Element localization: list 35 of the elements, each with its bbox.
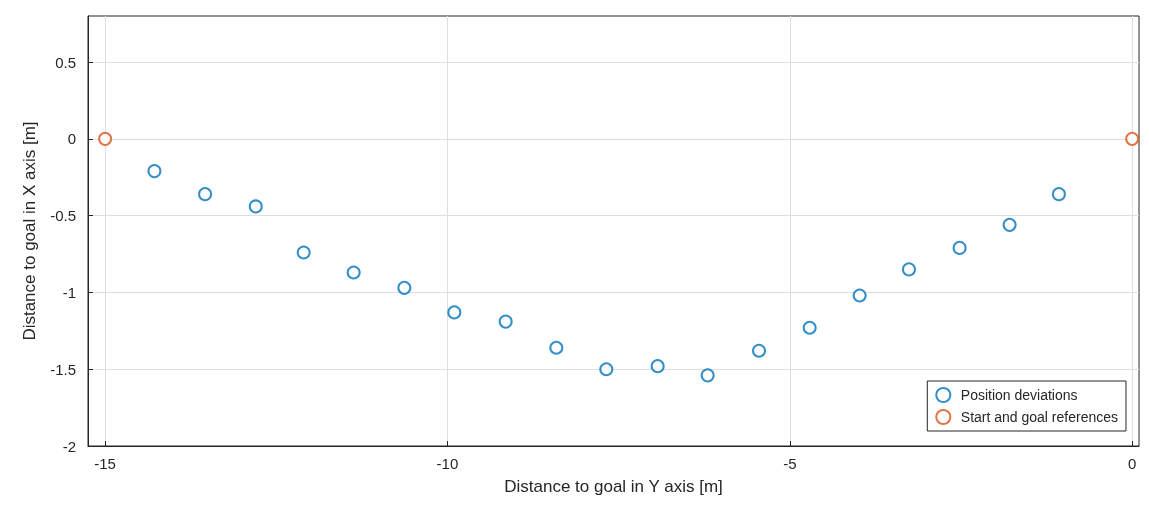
point xyxy=(752,343,766,358)
y-tick-label: -1.5 xyxy=(50,360,76,378)
point xyxy=(1125,131,1140,146)
point xyxy=(700,368,715,383)
point xyxy=(901,262,916,277)
point xyxy=(98,131,113,146)
x-tick-label: -15 xyxy=(94,455,116,472)
point xyxy=(248,199,263,214)
x-axis-title: Distance to goal in Y axis [m] xyxy=(504,477,723,496)
point xyxy=(802,320,817,335)
y-tick-label: -2 xyxy=(62,437,76,455)
point xyxy=(549,340,564,355)
y-axis-title: Distance to goal in X axis [m] xyxy=(20,121,39,341)
point xyxy=(650,359,665,374)
legend-label: Start and goal references xyxy=(960,409,1119,425)
point xyxy=(397,280,412,295)
x-tick-label: -5 xyxy=(783,455,797,472)
y-tick-label: 0.5 xyxy=(55,53,76,71)
point xyxy=(952,240,967,255)
point xyxy=(147,164,162,179)
point xyxy=(447,305,462,320)
point xyxy=(198,187,213,202)
point xyxy=(296,245,311,260)
legend-label: Position deviations xyxy=(960,387,1078,403)
y-tick-label: 0 xyxy=(67,130,76,148)
point xyxy=(346,265,361,280)
point xyxy=(1051,187,1066,202)
y-tick-label: -1 xyxy=(62,283,76,301)
y-tick-label: -0.5 xyxy=(50,207,76,225)
point xyxy=(599,362,614,377)
x-tick-label: 0 xyxy=(1127,455,1137,472)
x-tick-label: -10 xyxy=(436,455,459,472)
point xyxy=(852,288,867,303)
point xyxy=(498,314,513,329)
point xyxy=(1002,217,1017,232)
